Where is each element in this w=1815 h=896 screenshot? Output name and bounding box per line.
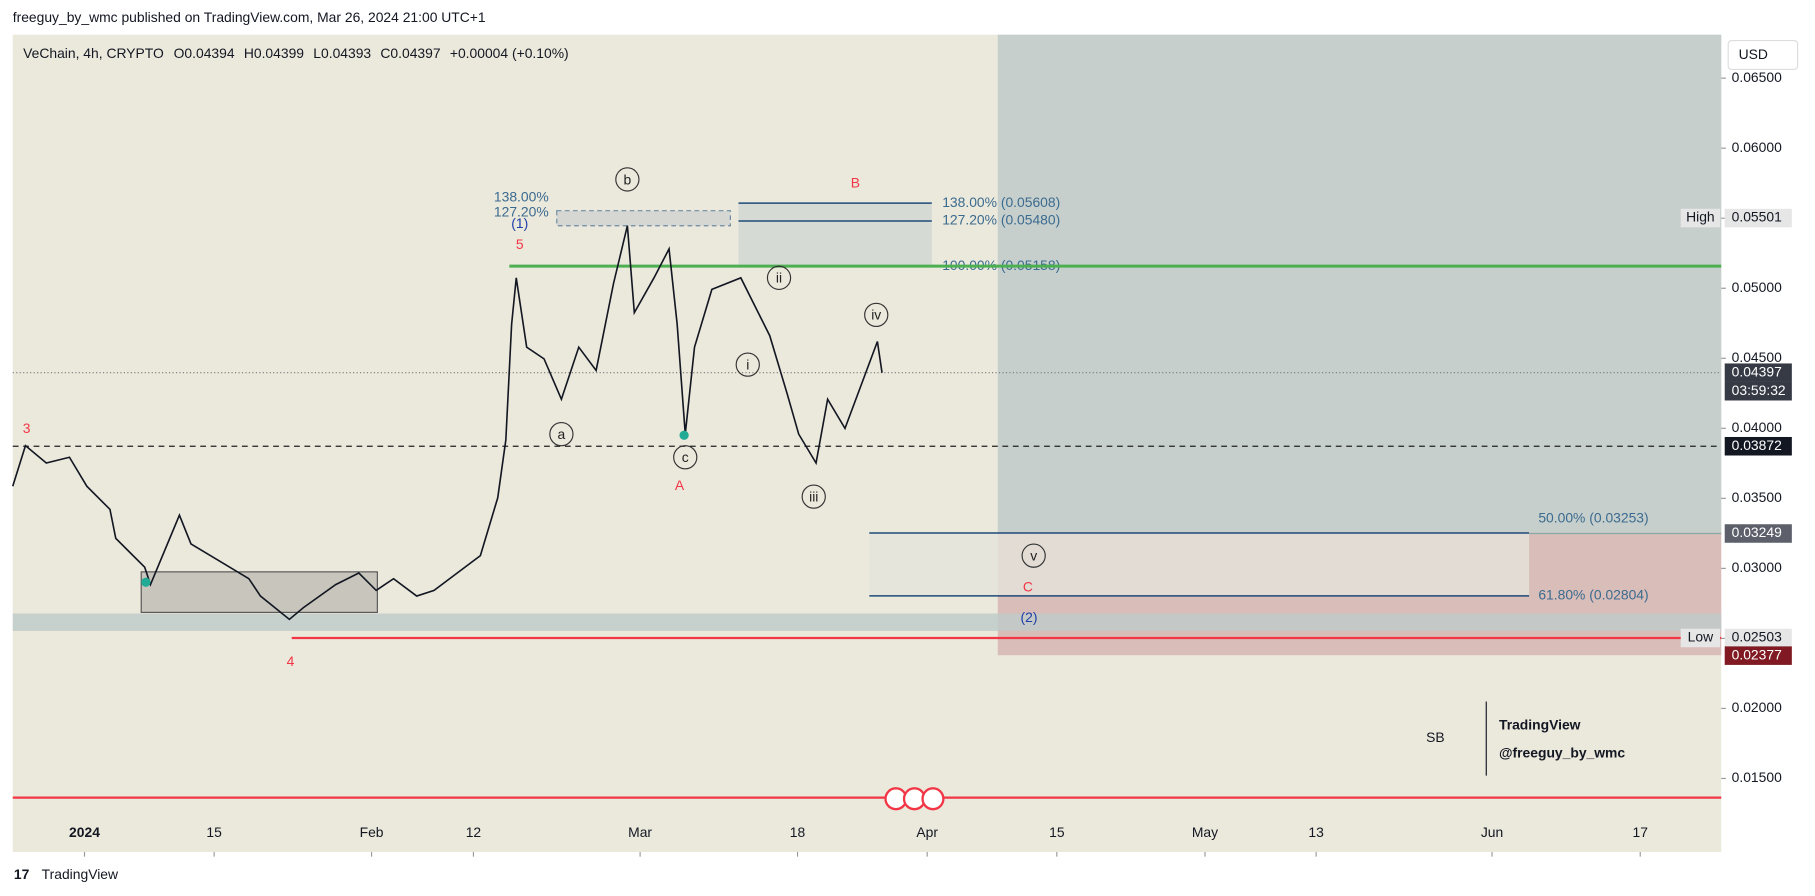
fib-label: 50.00% (0.03253) [1538,510,1648,526]
extreme-name: High [1686,209,1715,225]
fib-label: 138.00% (0.05608) [942,194,1060,210]
range-box [140,571,378,613]
extreme-name: Low [1688,629,1714,645]
wave-label: 3 [23,420,31,436]
pivot-dot [141,577,151,587]
x-tick-label: 2024 [69,824,100,840]
footer: TradingView [42,866,119,882]
fib-box [869,532,1530,596]
ohlc-value: +0.00004 (+0.10%) [450,45,569,61]
extreme-tag [1680,208,1721,228]
header: freeguy_by_wmc published on TradingView.… [13,9,486,25]
x-tick-label: 17 [1632,824,1648,840]
wave-label: (1) [511,215,528,231]
wave-circle [549,421,574,447]
watermark-brand: TradingView [1499,717,1581,733]
wave-label: 5 [516,236,524,252]
wave-label: 4 [287,653,295,669]
y-tick-label: 0.04000 [1732,419,1782,435]
countdown: 03:59:32 [1732,382,1786,398]
x-tick-label: Apr [916,824,938,840]
x-tick-label: 15 [206,824,222,840]
pivot-dot [679,430,689,440]
wave-label: v [1030,547,1037,563]
wave-circle [766,265,792,290]
target-zone [997,34,1722,533]
fib-small-label: 127.20% [494,204,549,220]
wave-label: b [624,171,632,187]
wave-circle [615,167,640,192]
wave-circle [735,352,760,377]
event-icon [921,787,945,811]
watermark-logo: SB [1426,729,1445,745]
price-tag [1724,208,1792,228]
support-band [12,613,1722,631]
wave-label: iv [871,307,881,323]
price-tag-label: 0.02377 [1732,646,1782,662]
ohlc-value: L0.04393 [313,45,371,61]
currency: USD [1739,46,1768,62]
x-tick-label: May [1192,824,1218,840]
y-tick-label: 0.03500 [1732,489,1782,505]
y-tick-label: 0.01500 [1732,769,1782,785]
price-tag [1724,363,1792,382]
price-tag-label: 0.03872 [1732,437,1782,453]
footer-logo: 17 [14,866,30,882]
y-tick-label: 0.04500 [1732,349,1782,365]
fib-small-label: 138.00% [494,189,549,205]
fib-label: 127.20% (0.05480) [942,212,1060,228]
price-tag-label: 0.03249 [1732,524,1782,540]
price-tag [1724,524,1792,543]
currency-box [1727,39,1799,71]
wave-label: a [558,426,566,442]
price-line [11,225,883,621]
wave-circle [673,445,698,470]
wave-label: i [746,356,749,372]
wave-label: A [675,477,685,493]
y-tick-label: 0.02000 [1732,699,1782,715]
fib-label: 61.80% (0.02804) [1538,587,1648,603]
extreme-tag [1680,628,1721,648]
y-tick-label: 0.05000 [1732,279,1782,295]
y-tick-label: 0.06500 [1732,69,1782,85]
fib-box [738,203,932,267]
wave-label: c [682,449,689,465]
wave-label: C [1023,579,1033,595]
countdown-tag [1724,381,1792,401]
y-tick-label: 0.06000 [1732,139,1782,155]
wave-circle [864,302,889,328]
price-tag-label: 0.02503 [1732,629,1782,645]
x-tick-label: Feb [360,824,384,840]
price-tag [1724,628,1792,648]
watermark-handle: @freeguy_by_wmc [1499,744,1625,760]
price-tag [1724,646,1792,665]
price-tag-label: 0.05501 [1732,209,1782,225]
x-tick-label: 18 [790,824,806,840]
x-tick-label: 12 [466,824,482,840]
x-tick-label: 13 [1308,824,1324,840]
ohlc-value: C0.04397 [380,45,440,61]
ohlc-value: H0.04399 [244,45,304,61]
y-tick-label: 0.03000 [1732,559,1782,575]
x-tick-label: Mar [628,824,652,840]
price-tag [1724,436,1792,456]
wave-circle [801,484,826,509]
price-tag-label: 0.04397 [1732,363,1782,379]
symbol-title: VeChain, 4h, CRYPTO [23,45,164,61]
x-tick-label: Jun [1481,824,1503,840]
wave-label: (2) [1021,609,1038,625]
x-tick-label: 15 [1049,824,1065,840]
wave-label: iii [809,488,818,504]
fib-box-small [556,210,731,227]
ohlc-value: O0.04394 [174,45,235,61]
wave-label: ii [776,270,782,286]
wave-label: B [851,175,860,191]
wave-circle [1021,543,1046,568]
